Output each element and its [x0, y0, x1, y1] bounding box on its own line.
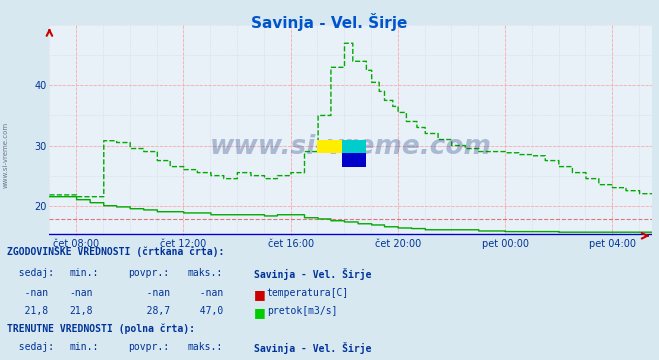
Text: -nan: -nan — [129, 288, 169, 298]
Text: Savinja - Vel. Širje: Savinja - Vel. Širje — [254, 268, 371, 280]
Text: www.si-vreme.com: www.si-vreme.com — [2, 122, 9, 188]
Text: maks.:: maks.: — [188, 268, 223, 278]
Text: ■: ■ — [254, 306, 266, 319]
Text: maks.:: maks.: — [188, 342, 223, 352]
Text: temperatura[C]: temperatura[C] — [267, 288, 349, 298]
Text: 21,8: 21,8 — [69, 306, 93, 316]
Text: 21,8: 21,8 — [7, 306, 47, 316]
Text: ZGODOVINSKE VREDNOSTI (črtkana črta):: ZGODOVINSKE VREDNOSTI (črtkana črta): — [7, 247, 224, 257]
Text: TRENUTNE VREDNOSTI (polna črta):: TRENUTNE VREDNOSTI (polna črta): — [7, 324, 194, 334]
Text: povpr.:: povpr.: — [129, 342, 169, 352]
Text: pretok[m3/s]: pretok[m3/s] — [267, 306, 337, 316]
Text: sedaj:: sedaj: — [7, 342, 53, 352]
Text: 28,7: 28,7 — [129, 306, 169, 316]
FancyBboxPatch shape — [318, 140, 341, 153]
FancyBboxPatch shape — [341, 140, 366, 153]
FancyBboxPatch shape — [341, 153, 366, 167]
Text: -nan: -nan — [69, 288, 93, 298]
Text: min.:: min.: — [69, 342, 99, 352]
Text: sedaj:: sedaj: — [7, 268, 53, 278]
Text: -nan: -nan — [188, 288, 223, 298]
Text: www.si-vreme.com: www.si-vreme.com — [210, 134, 492, 160]
Text: min.:: min.: — [69, 268, 99, 278]
Text: povpr.:: povpr.: — [129, 268, 169, 278]
Text: Savinja - Vel. Širje: Savinja - Vel. Širje — [251, 13, 408, 31]
Text: ■: ■ — [254, 288, 266, 301]
Text: 47,0: 47,0 — [188, 306, 223, 316]
Text: Savinja - Vel. Širje: Savinja - Vel. Širje — [254, 342, 371, 354]
Text: -nan: -nan — [7, 288, 47, 298]
